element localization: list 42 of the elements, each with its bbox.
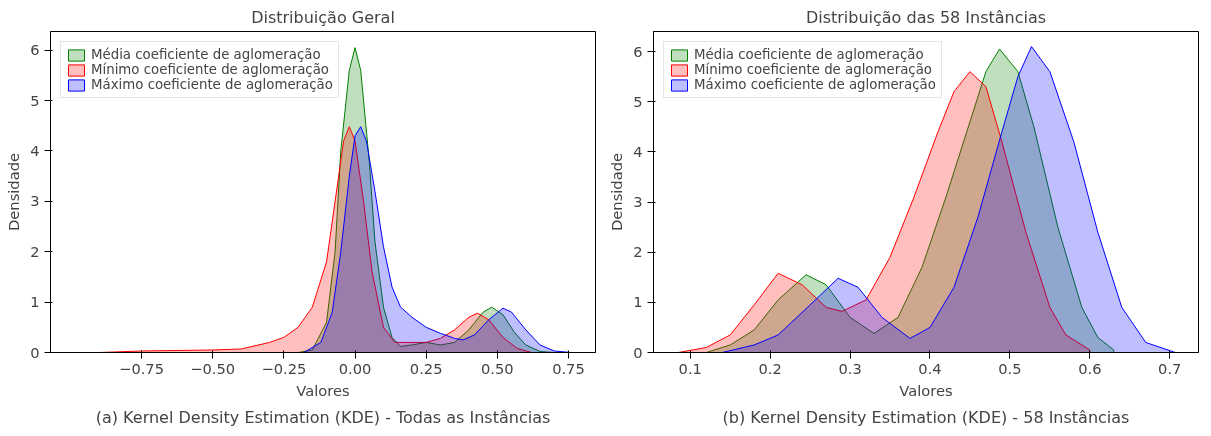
y-axis-title: Densidade <box>608 153 626 231</box>
legend-label: Média coeficiente de aglomeração <box>694 47 924 62</box>
x-tick-label: −0.25 <box>261 359 307 377</box>
x-axis-title: Valores <box>296 381 350 399</box>
x-tick-label: 0.75 <box>552 359 585 377</box>
x-tick-label: 0.2 <box>758 359 782 377</box>
y-tick-label: 5 <box>30 91 40 109</box>
y-tick-label: 3 <box>30 192 40 210</box>
x-tick-label: 0.50 <box>481 359 514 377</box>
chart-title: Distribuição Geral <box>251 7 395 27</box>
x-tick-label: 0.6 <box>1078 359 1102 377</box>
y-tick-label: 4 <box>633 142 643 160</box>
y-axis-title: Densidade <box>5 153 23 231</box>
x-tick-label: −0.50 <box>190 359 236 377</box>
x-tick-label: 0.00 <box>338 359 372 377</box>
x-axis-title: Valores <box>899 381 953 399</box>
x-tick-label: 0.7 <box>1158 359 1182 377</box>
y-tick-label: 0 <box>30 343 40 361</box>
y-tick-label: 6 <box>633 42 643 60</box>
y-tick-label: 0 <box>633 343 643 361</box>
legend-label: Máximo coeficiente de aglomeração <box>91 77 333 92</box>
chart-title: Distribuição das 58 Instâncias <box>805 7 1047 27</box>
y-tick-label: 2 <box>633 243 643 261</box>
y-tick-label: 2 <box>30 242 40 260</box>
y-tick-label: 1 <box>30 293 40 311</box>
x-tick-label: −0.75 <box>119 359 165 377</box>
legend-label: Média coeficiente de aglomeração <box>91 47 321 62</box>
y-tick-label: 6 <box>30 41 40 59</box>
legend-label: Máximo coeficiente de aglomeração <box>694 77 936 92</box>
text: (b) Kernel Density Estimation (KDE) - 58 Instâncias <box>722 407 1130 427</box>
x-tick-label: 0.1 <box>678 359 702 377</box>
x-tick-label: 0.3 <box>838 359 862 377</box>
y-tick-label: 1 <box>633 293 643 311</box>
x-tick-label: 0.25 <box>409 359 443 377</box>
text: (a) Kernel Density Estimation (KDE) - Todas as Instâncias <box>95 407 551 427</box>
legend-label: Mínimo coeficiente de aglomeração <box>91 62 330 77</box>
x-tick-label: 0.5 <box>998 359 1022 377</box>
y-tick-label: 5 <box>633 92 643 110</box>
x-tick-label: 0.4 <box>918 359 942 377</box>
legend-label: Mínimo coeficiente de aglomeração <box>694 62 933 77</box>
y-tick-label: 3 <box>633 193 643 211</box>
y-tick-label: 4 <box>30 141 40 159</box>
